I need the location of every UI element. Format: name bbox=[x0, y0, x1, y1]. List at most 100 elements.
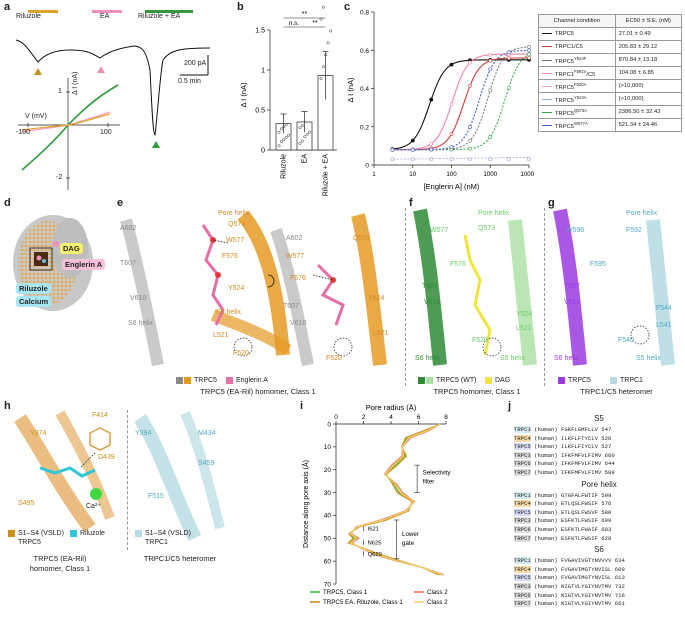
c-series-point bbox=[429, 157, 434, 162]
g-f544: F544 bbox=[656, 305, 672, 312]
dose-response-chart-c: 0 0.2 0.4 0.6 0.8 1 10 100 1000 10000 [Englerin A]… bbox=[346, 10, 534, 192]
i-legend-label: TRPC5, Class 1 bbox=[323, 589, 368, 596]
g-legend-trpc1-swatch bbox=[610, 377, 617, 384]
c-ylabel: Δ I (nA) bbox=[346, 77, 355, 103]
alignment-sequence: ETLQSLFWSVF bbox=[561, 508, 598, 516]
f-f520: F520 bbox=[472, 337, 488, 344]
e-pore-helix: Pore helix bbox=[218, 210, 250, 217]
ec50-condition-name: TRPC1 bbox=[555, 71, 575, 78]
ec50-table-row: TRPC1/C5 205.83 ± 29.12 bbox=[538, 40, 683, 54]
b-data-point bbox=[284, 135, 288, 139]
alignment-sequence: ESFKTLFWSIF bbox=[561, 517, 598, 525]
alignment-species: (human) bbox=[530, 508, 562, 516]
f-y524: Y524 bbox=[516, 311, 533, 318]
alignment-position: 589 bbox=[601, 468, 615, 476]
ec50-condition-name: TRPC5 bbox=[555, 110, 575, 117]
alignment-species: (human) bbox=[530, 517, 562, 525]
h-m434: M434 bbox=[198, 430, 216, 437]
ea-bar-label: EA bbox=[100, 13, 110, 20]
alignment-protein-name: TRPC5 bbox=[514, 443, 531, 451]
alignment-sequence: FGKFLGMFLLV bbox=[561, 426, 598, 433]
alignment-row: TRPC1 (human) FVGAVIVGTYNVVVV 634 bbox=[514, 557, 684, 566]
iv-ylabel: Δ I (nA) bbox=[72, 71, 79, 95]
riluzole-ea-bar bbox=[145, 10, 193, 13]
e-a602: A602 bbox=[120, 225, 137, 232]
iv-xlabel: V (mV) bbox=[25, 113, 47, 120]
i-ytick-label: 0 bbox=[327, 421, 331, 428]
i-legend-label: Class 2 bbox=[427, 599, 448, 606]
alignment-species: (human) bbox=[530, 468, 562, 476]
h-legend-right-trpc1: TRPC1 bbox=[145, 539, 168, 546]
b-data-point bbox=[321, 5, 325, 9]
alignment-row: TRPC3 (human) IFKFMFVLFIMV 660 bbox=[514, 451, 684, 461]
alignment-sequence: IFKFMFVLFIMV bbox=[561, 460, 602, 468]
f-pore-helix: Pore helix bbox=[478, 210, 510, 217]
i-series-line bbox=[349, 423, 443, 576]
b-data-point bbox=[305, 132, 309, 136]
panel-a: Riluzole EA Riluzole + EA 200 pA 0.5 min… bbox=[0, 0, 225, 200]
ec50-value-cell: (>10,000) bbox=[614, 79, 683, 93]
c-series-point bbox=[410, 157, 415, 162]
i-legend-label: TRPC5 EA, Riluzole, Class 1 bbox=[323, 599, 403, 606]
g-t607: T607 bbox=[564, 283, 580, 290]
i-ytick-label: 20 bbox=[324, 467, 332, 474]
b-category-label: Riluzole + EA bbox=[323, 154, 330, 197]
divider-h bbox=[127, 410, 128, 550]
alignment-species: (human) bbox=[530, 591, 562, 599]
i-ytick-label: 40 bbox=[324, 513, 332, 520]
alignment-protein-name: TRPC3 bbox=[514, 582, 531, 590]
panel-f-structure: Pore helix W577 Q573 F576 T607 V610 Y524… bbox=[410, 205, 544, 396]
alignment-position: 599 bbox=[597, 491, 612, 499]
c-series-curve bbox=[393, 156, 530, 160]
c-series-point bbox=[527, 157, 531, 162]
i-xtick-label: 8 bbox=[444, 414, 448, 421]
g-v610: V610 bbox=[564, 299, 581, 306]
b-data-point bbox=[282, 137, 286, 141]
c-xtick-label: 10000 bbox=[520, 171, 534, 178]
b-data-point bbox=[277, 144, 281, 148]
c-ytick-label: 0.8 bbox=[360, 10, 369, 17]
c-series-point bbox=[488, 52, 493, 57]
c-series-curve bbox=[393, 59, 529, 150]
ec50-condition-cell: TRPC5W577A bbox=[538, 118, 616, 132]
ec50-value-cell: 104.08 ± 6.85 bbox=[614, 66, 683, 80]
alignment-protein-name: TRPC1 bbox=[514, 491, 531, 499]
e-f520: F520 bbox=[233, 350, 249, 357]
c-series-curve bbox=[393, 49, 530, 151]
alignment-row: TRPC7 (human) NIGTVLYGIYNVTMV 661 bbox=[514, 600, 684, 609]
b-data-point bbox=[284, 123, 288, 127]
c-series-point bbox=[449, 102, 454, 106]
calcium-label: Calcium bbox=[16, 296, 52, 307]
alignment-species: (human) bbox=[530, 443, 562, 451]
ec50-condition-cell: TRPC5Q573A bbox=[538, 105, 616, 119]
alignment-species: (human) bbox=[530, 525, 562, 533]
alignment-section-title: S6 bbox=[594, 545, 604, 555]
iv-ytick-neg2: -2 bbox=[56, 174, 63, 181]
divider-f-g bbox=[544, 208, 545, 386]
b-data-point bbox=[326, 41, 330, 45]
e-q573: Q573 bbox=[228, 221, 246, 228]
alignment-sequence: FVGAVIVGTYNVVVV bbox=[561, 557, 612, 565]
alignment-sequence: NIGTVLYGIYNVTMV bbox=[561, 591, 612, 599]
ec50-value-cell: 2386.50 ± 32.43 bbox=[614, 105, 683, 119]
f-s5-helix: S5 helix bbox=[500, 355, 525, 362]
b-data-point bbox=[279, 140, 283, 144]
ec50-condition-cell: TRPC1/C5 bbox=[538, 40, 616, 54]
i-legend-label: Class 2 bbox=[427, 589, 448, 596]
ec50-condition-mutation: Q573A bbox=[574, 107, 588, 113]
f-caption: TRPC5 homomer, Class 1 bbox=[433, 387, 521, 396]
alignment-position: 732 bbox=[611, 582, 625, 590]
alignment-sequence: FVGAVIMGTYNVISL bbox=[561, 574, 612, 582]
c-series-point bbox=[527, 56, 531, 60]
c-xtick-label: 1000 bbox=[483, 171, 497, 178]
b-sig-label: ** bbox=[302, 11, 308, 18]
alignment-protein-name: TRPC7 bbox=[514, 600, 531, 608]
ec50-value-cell: 27.01 ± 0.49 bbox=[614, 27, 683, 41]
b-data-point bbox=[277, 130, 281, 134]
alignment-sequence: ETLQSLFWSIF bbox=[561, 500, 598, 508]
alignment-row: TRPC3 (human) NIGTVLYGIYNVTMV 732 bbox=[514, 582, 684, 592]
b-category-label: Riluzole bbox=[281, 154, 288, 179]
i-ytick-label: 30 bbox=[324, 490, 332, 497]
c-series-point bbox=[488, 135, 493, 139]
f-legend-light-swatch bbox=[426, 377, 433, 384]
